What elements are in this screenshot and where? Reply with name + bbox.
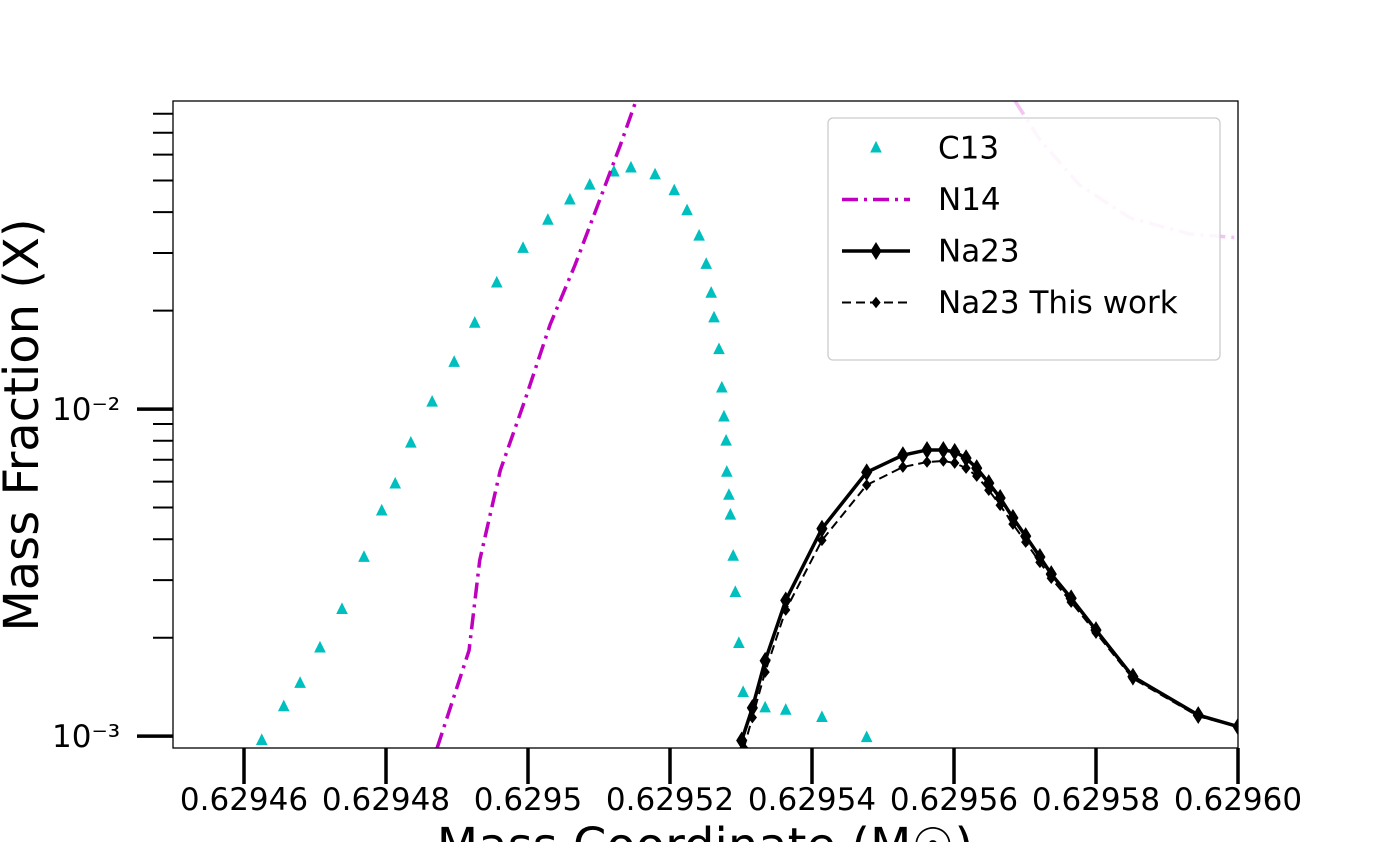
data-point <box>564 192 576 205</box>
data-point <box>816 710 828 723</box>
data-point <box>625 160 637 173</box>
data-point <box>1193 710 1203 723</box>
data-point <box>294 676 306 688</box>
data-point <box>961 462 971 474</box>
data-point <box>448 355 460 367</box>
data-point <box>1233 720 1238 733</box>
data-point <box>277 699 290 712</box>
data-point <box>739 742 749 748</box>
data-point <box>314 640 326 653</box>
data-point <box>747 711 758 724</box>
data-point <box>760 666 770 678</box>
data-point <box>720 434 732 446</box>
plot-area <box>255 101 1238 748</box>
data-point <box>405 435 417 448</box>
y-tick-label: 10⁻² <box>52 392 120 428</box>
x-tick-label: 0.62948 <box>322 782 450 818</box>
data-point <box>779 703 792 715</box>
data-point <box>705 286 717 298</box>
data-point <box>817 534 827 547</box>
data-point <box>700 257 713 269</box>
x-tick-label: 0.62956 <box>890 782 1018 818</box>
data-point <box>898 461 908 473</box>
data-point <box>1008 518 1018 530</box>
data-point <box>693 228 705 241</box>
x-tick-label: 0.62958 <box>1032 782 1160 818</box>
legend-label: Na23 <box>938 234 1020 270</box>
data-point <box>708 310 720 323</box>
data-point <box>389 476 402 489</box>
data-point <box>1091 627 1101 639</box>
legend-label: Na23 This work <box>938 285 1178 321</box>
x-tick-label: 0.6295 <box>474 782 582 818</box>
x-axis-label: Mass Coordinate (M☉) <box>437 818 973 842</box>
data-point <box>723 488 735 500</box>
data-point <box>358 550 370 562</box>
data-point <box>336 602 348 614</box>
data-point <box>375 503 388 516</box>
data-point <box>995 499 1005 512</box>
legend-label: C13 <box>938 131 999 167</box>
series-line <box>435 101 638 748</box>
legend-marker <box>871 296 881 309</box>
data-point <box>860 730 873 743</box>
data-point <box>781 604 791 616</box>
data-point <box>733 636 745 648</box>
data-point <box>468 316 481 328</box>
data-point <box>1021 536 1031 548</box>
data-point <box>727 549 739 561</box>
data-point <box>649 167 661 180</box>
x-tick-label: 0.62960 <box>1174 782 1302 818</box>
data-point <box>517 241 529 253</box>
data-point <box>1128 672 1138 685</box>
data-point <box>759 700 771 713</box>
data-point <box>668 183 681 196</box>
data-point <box>1035 556 1045 569</box>
data-point <box>713 342 725 355</box>
data-point <box>950 457 960 469</box>
data-point <box>542 213 554 225</box>
x-tick-label: 0.62954 <box>748 782 876 818</box>
data-point <box>716 380 728 393</box>
data-point <box>862 479 872 491</box>
data-point <box>737 685 749 697</box>
data-point <box>984 484 994 496</box>
data-point <box>718 409 730 422</box>
data-point <box>1046 572 1056 585</box>
data-point <box>729 585 742 597</box>
x-tick-label: 0.62952 <box>606 782 734 818</box>
data-point <box>583 177 596 190</box>
data-point <box>938 455 948 467</box>
x-tick-label: 0.62946 <box>180 782 308 818</box>
legend-box <box>827 117 1221 361</box>
data-point <box>426 395 438 407</box>
data-point <box>255 733 268 745</box>
y-tick-label: 10⁻³ <box>52 719 120 755</box>
data-point <box>922 456 932 468</box>
legend-label: N14 <box>938 182 1001 218</box>
data-point <box>490 275 503 288</box>
data-point <box>720 465 733 477</box>
y-axis-label: Mass Fraction (X) <box>0 218 50 631</box>
data-point <box>681 203 693 216</box>
axes: 0.62946 0.62948 0.6295 0.62952 0.62954 0.6295… <box>52 112 1302 818</box>
legend-marker <box>870 140 882 153</box>
data-point <box>1066 596 1076 608</box>
data-point <box>724 508 737 520</box>
legend-marker <box>870 242 882 260</box>
legend: C13 N14 Na23 Na23 This work <box>827 117 1221 361</box>
data-point <box>972 470 982 482</box>
